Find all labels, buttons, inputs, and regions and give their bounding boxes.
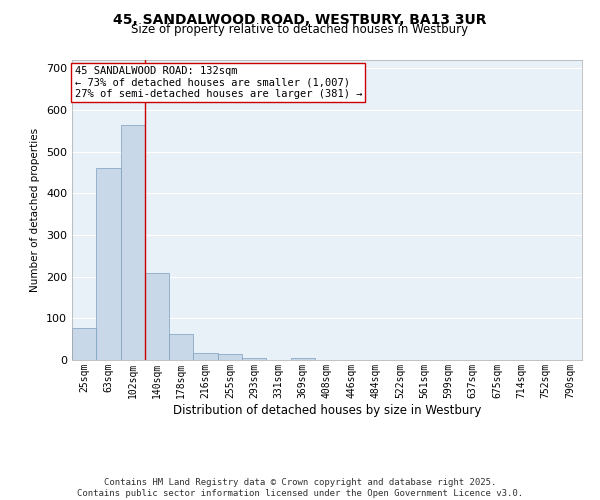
Bar [72,328,96,360]
Text: Contains HM Land Registry data © Crown copyright and database right 2025.
Contai: Contains HM Land Registry data © Crown c… [77,478,523,498]
Bar [145,274,169,360]
Bar [169,334,193,360]
Bar [290,358,315,360]
Text: Size of property relative to detached houses in Westbury: Size of property relative to detached ho… [131,22,469,36]
X-axis label: Distribution of detached houses by size in Westbury: Distribution of detached houses by size … [173,404,481,416]
Bar [218,354,242,360]
Bar [242,358,266,360]
Text: 45, SANDALWOOD ROAD, WESTBURY, BA13 3UR: 45, SANDALWOOD ROAD, WESTBURY, BA13 3UR [113,12,487,26]
Bar [96,168,121,360]
Bar [121,124,145,360]
Y-axis label: Number of detached properties: Number of detached properties [31,128,40,292]
Text: 45 SANDALWOOD ROAD: 132sqm
← 73% of detached houses are smaller (1,007)
27% of s: 45 SANDALWOOD ROAD: 132sqm ← 73% of deta… [74,66,362,99]
Bar [193,352,218,360]
